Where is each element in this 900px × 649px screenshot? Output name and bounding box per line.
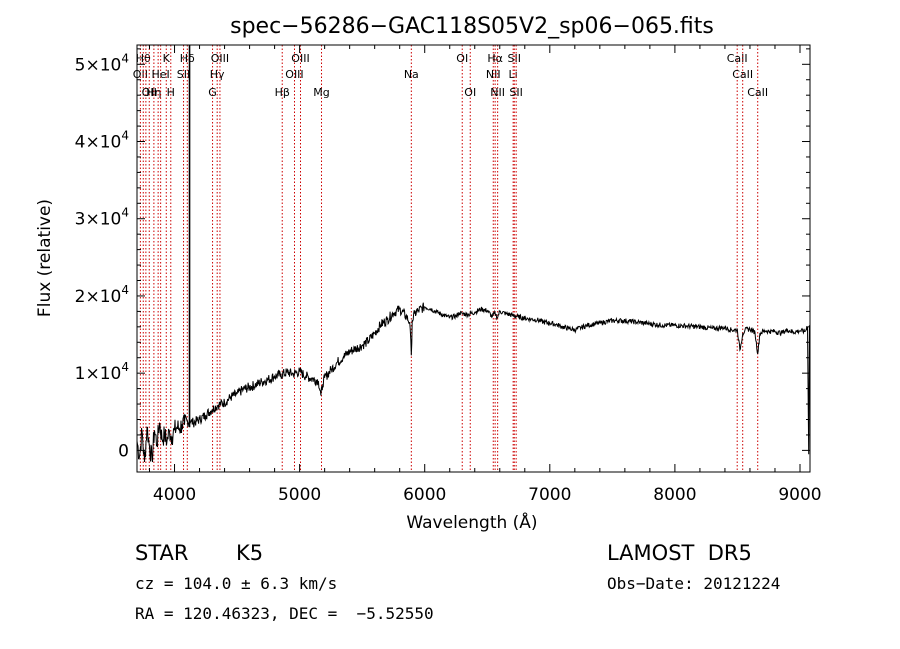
line-label: Hη [146,86,161,99]
line-label: Hβ [275,86,290,99]
spectrum-series [136,45,810,463]
line-label: Hδ [180,52,195,65]
line-label: CaII [747,86,768,99]
survey-release: LAMOST DR5 [607,541,752,565]
line-label: OI [456,52,468,65]
x-tick-label: 5000 [278,485,321,505]
line-label: Hγ [210,68,225,81]
line-label: OII [142,86,157,99]
x-tick-label: 4000 [153,485,196,505]
y-tick-label: 2×104 [75,283,129,307]
x-tick-label: 8000 [653,485,696,505]
line-label: CaII [727,52,748,65]
line-label: NII [490,86,505,99]
emission-line-markers: OIIHθOIIHηHeIKHSIIHδGHγOIIIHβOIIIOIIIMgN… [133,45,768,472]
object-subclass: K5 [236,541,264,565]
y-tick-label: 1×104 [75,360,129,384]
y-tick-label: 0 [118,441,129,461]
line-label: Li [509,68,518,81]
y-axis-label: Flux (relative) [35,199,55,317]
plot-frame [136,44,811,473]
x-tick-label: 7000 [528,485,571,505]
line-label: Mg [313,86,329,99]
x-axis: 4000 5000 6000 7000 8000 9000 [149,45,822,505]
x-axis-label: Wavelength (Å) [406,511,537,533]
radial-velocity: cz = 104.0 ± 6.3 km/s [135,574,338,593]
chart-title: spec−56286−GAC118S05V2_sp06−065.fits [230,14,714,39]
line-label: CaII [732,68,753,81]
line-label: HeI [151,68,169,81]
line-label: K [163,52,171,65]
line-label: H [167,86,175,99]
observation-date: Obs−Date: 20121224 [607,574,781,593]
object-class: STAR [135,541,189,565]
line-label: OIII [285,68,303,81]
coordinates: RA = 120.46323, DEC = −5.52550 [135,604,434,623]
line-label: Hα [487,52,503,65]
line-label: SII [508,52,521,65]
line-label: OIII [291,52,309,65]
line-label: NII [486,68,501,81]
line-label: OI [464,86,476,99]
x-tick-label: 6000 [403,485,446,505]
line-label: SII [509,86,522,99]
line-label: Na [404,68,419,81]
line-label: Hθ [136,52,151,65]
spectrum-line [136,302,810,463]
line-label: OIII [211,52,229,65]
y-tick-label: 3×104 [75,206,129,230]
y-axis: 0 1×104 2×104 3×104 4×104 5×104 [75,48,810,461]
x-tick-label: 9000 [778,485,821,505]
y-tick-label: 5×104 [75,51,129,75]
line-label: SII [177,68,190,81]
line-label: G [208,86,217,99]
y-tick-label: 4×104 [75,129,129,153]
